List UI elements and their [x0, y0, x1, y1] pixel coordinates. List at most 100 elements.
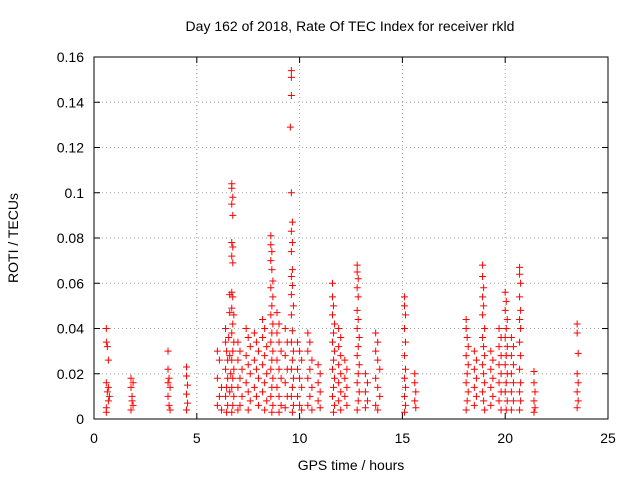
data-point — [166, 383, 174, 391]
data-point — [374, 406, 382, 414]
data-point — [129, 401, 137, 409]
data-point — [574, 379, 582, 387]
data-point — [401, 338, 409, 346]
data-point — [479, 311, 487, 319]
data-point — [574, 349, 582, 357]
data-point — [462, 315, 470, 323]
data-point — [287, 67, 295, 75]
data-point — [242, 325, 250, 332]
data-point — [331, 347, 339, 355]
data-point — [354, 343, 362, 351]
data-point — [184, 399, 192, 407]
data-point — [103, 388, 111, 396]
data-point — [470, 383, 478, 391]
data-point — [288, 408, 296, 416]
data-point — [129, 379, 137, 387]
data-point — [530, 367, 538, 375]
data-point — [164, 347, 172, 355]
data-point — [298, 406, 306, 414]
data-point — [501, 361, 509, 369]
data-point — [234, 406, 242, 414]
data-point — [102, 325, 110, 332]
data-point — [296, 374, 304, 382]
data-point — [530, 397, 538, 405]
data-point — [411, 397, 419, 405]
data-point — [372, 347, 380, 355]
data-point — [304, 329, 312, 337]
data-point — [288, 239, 296, 247]
data-point — [166, 406, 174, 414]
data-point — [516, 315, 524, 323]
y-tick-label: 0 — [76, 411, 84, 427]
data-point — [463, 334, 471, 342]
data-point — [495, 397, 503, 405]
data-point — [127, 374, 135, 382]
data-point — [102, 408, 110, 416]
data-point — [261, 325, 269, 332]
data-point — [261, 379, 269, 387]
data-point — [104, 356, 112, 364]
data-point — [269, 320, 277, 328]
data-point — [516, 263, 524, 271]
data-point — [481, 379, 489, 387]
data-point — [308, 356, 316, 364]
data-point — [226, 352, 234, 360]
data-point — [502, 379, 510, 387]
data-point — [573, 329, 581, 337]
data-point — [104, 397, 112, 405]
data-point — [304, 374, 312, 382]
data-point — [222, 338, 230, 346]
data-point — [331, 401, 339, 409]
data-point — [287, 91, 295, 99]
data-point — [480, 284, 488, 292]
data-point — [306, 365, 314, 373]
data-point — [281, 325, 289, 332]
data-point — [463, 370, 471, 378]
data-point — [105, 392, 113, 400]
data-point — [294, 338, 302, 346]
data-point — [328, 311, 336, 319]
data-point — [479, 272, 487, 280]
x-axis-label: GPS time / hours — [298, 457, 405, 473]
data-point — [127, 406, 135, 414]
data-point — [353, 284, 361, 292]
data-point — [165, 374, 173, 382]
data-point — [328, 392, 336, 400]
data-point — [376, 365, 384, 373]
data-point — [104, 383, 112, 391]
data-point — [487, 365, 495, 373]
data-point — [228, 329, 236, 337]
data-point — [509, 397, 517, 405]
data-point — [217, 406, 225, 414]
data-point — [277, 401, 285, 409]
data-point — [244, 361, 252, 369]
y-tick-label: 0.08 — [57, 230, 84, 246]
data-point — [464, 361, 472, 369]
data-point — [328, 338, 336, 346]
data-point — [337, 334, 345, 342]
data-point — [246, 343, 254, 351]
data-point — [355, 334, 363, 342]
data-point — [354, 293, 362, 301]
data-point — [341, 356, 349, 364]
data-point — [337, 406, 345, 414]
data-point — [331, 374, 339, 382]
data-point — [374, 383, 382, 391]
data-point — [275, 408, 283, 416]
data-point — [462, 352, 470, 360]
data-point — [183, 372, 191, 380]
y-tick-label: 0.04 — [57, 321, 84, 337]
data-point — [316, 388, 324, 396]
data-point — [462, 406, 470, 414]
data-point — [335, 325, 343, 332]
data-point — [335, 397, 343, 405]
data-point — [267, 284, 275, 292]
data-point — [254, 374, 262, 382]
data-point — [470, 347, 478, 355]
data-point — [509, 361, 517, 369]
data-point — [412, 388, 420, 396]
data-point — [401, 401, 409, 409]
data-point — [288, 266, 296, 274]
plot-frame — [93, 56, 609, 420]
data-point — [574, 397, 582, 405]
